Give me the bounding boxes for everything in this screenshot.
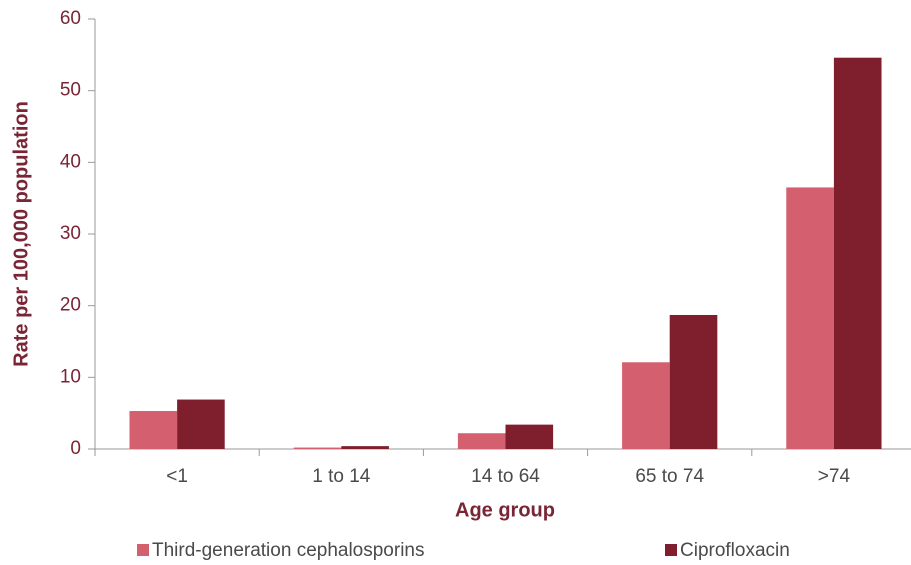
y-axis-title: Rate per 100,000 population [10,101,32,367]
x-tick-label: <1 [166,466,188,487]
x-tick-label: >74 [818,466,851,487]
legend-swatch [665,544,677,556]
x-tick-label: 1 to 14 [312,466,371,487]
bar [669,314,718,449]
bar [293,447,342,449]
y-tick-label: 60 [60,8,81,29]
x-axis-title: Age group [455,499,555,521]
legend-label: Third-generation cephalosporins [152,540,425,561]
y-tick-label: 50 [60,80,81,101]
bar [341,446,389,449]
y-tick-label: 10 [60,366,81,387]
bar [505,424,554,449]
bar [129,411,178,449]
y-tick-label: 40 [60,151,81,172]
legend-label: Ciprofloxacin [680,540,790,561]
y-tick-label: 0 [70,438,81,459]
bar [622,362,670,449]
x-tick-label: 65 to 74 [635,466,704,487]
legend-swatch [137,544,149,556]
x-tick-label: 14 to 64 [471,466,540,487]
bar [833,57,882,449]
bar [457,433,506,449]
bar [177,399,225,449]
bar [786,187,834,449]
y-tick-label: 30 [60,223,81,244]
y-tick-label: 20 [60,295,81,316]
